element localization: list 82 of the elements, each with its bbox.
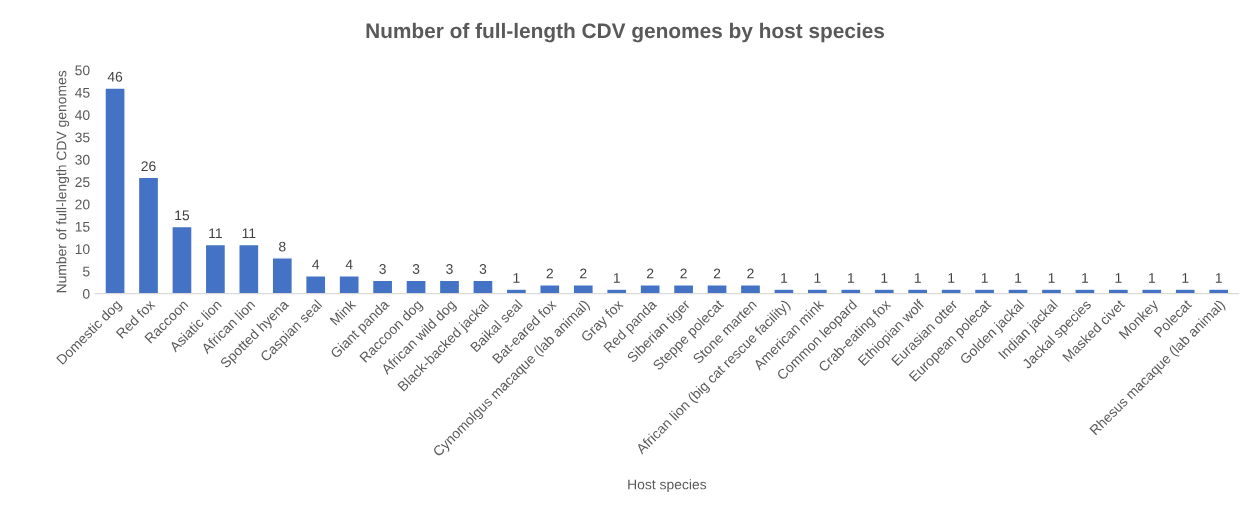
data-label: 1: [1149, 273, 1155, 283]
bar: [639, 283, 661, 294]
bar: [238, 243, 260, 294]
data-label: 3: [412, 264, 420, 274]
bar: [906, 288, 929, 294]
bar: [438, 279, 461, 294]
y-tick-label: 10: [75, 244, 90, 255]
y-tick-label: 0: [82, 288, 90, 299]
data-label: 4: [345, 259, 353, 270]
y-tick-label: 40: [75, 110, 90, 120]
y-tick-label: 20: [75, 199, 90, 210]
data-label: 15: [175, 210, 190, 221]
bar: [1040, 288, 1063, 294]
bar: [605, 288, 628, 294]
data-label: 1: [848, 273, 854, 283]
bar: [1007, 288, 1029, 294]
chart-title: Number of full-length CDV genomes by host species: [366, 22, 885, 43]
data-label: 3: [479, 264, 487, 274]
bar: [1207, 288, 1230, 294]
bar: [104, 87, 126, 294]
bar: [171, 225, 193, 294]
bar: [940, 288, 962, 294]
data-label: 1: [914, 273, 921, 283]
bar: [271, 257, 294, 294]
data-label: 1: [881, 273, 888, 283]
data-label: 3: [379, 264, 386, 274]
data-label: 1: [1182, 273, 1189, 283]
y-tick-label: 25: [75, 177, 90, 188]
y-tick-label: 30: [75, 154, 90, 165]
data-label: 2: [747, 268, 754, 279]
y-axis-title: Number of full-length CDV genomes: [56, 70, 70, 293]
bar: [371, 279, 394, 294]
data-label: 2: [546, 268, 553, 279]
y-tick-label: 35: [75, 132, 90, 143]
data-label: 8: [279, 241, 286, 252]
bar: [706, 283, 728, 294]
data-label: 1: [1048, 273, 1055, 283]
data-label: 1: [1115, 273, 1122, 283]
y-tick-label: 50: [75, 65, 90, 76]
data-label: 1: [1082, 273, 1089, 283]
bar: [1074, 288, 1096, 294]
data-label: 46: [107, 71, 123, 82]
data-label: 26: [141, 161, 156, 172]
data-label: 1: [981, 273, 988, 283]
data-label: 1: [613, 273, 620, 283]
bar: [505, 288, 528, 294]
bar: [1174, 288, 1196, 294]
bar: [973, 288, 996, 294]
bar: [405, 279, 427, 294]
x-axis-title: Host species: [628, 479, 707, 493]
bar: [840, 288, 862, 294]
data-label: 3: [446, 264, 453, 274]
bar: [338, 275, 360, 294]
data-label: 1: [1215, 273, 1222, 283]
data-label: 1: [513, 273, 520, 283]
data-label: 2: [713, 268, 721, 279]
bar: [672, 283, 695, 294]
bar: [873, 288, 895, 294]
data-label: 2: [580, 268, 587, 279]
data-label: 11: [242, 228, 256, 238]
data-label: 1: [948, 273, 955, 283]
bar: [1107, 288, 1130, 294]
data-label: 2: [680, 268, 687, 279]
data-label: 1: [814, 273, 821, 283]
y-tick-label: 15: [75, 222, 90, 232]
bar: [204, 243, 227, 294]
data-label: 11: [209, 228, 222, 238]
data-label: 1: [781, 273, 788, 283]
bar: [539, 283, 561, 294]
data-label: 2: [646, 268, 654, 279]
bar: [472, 279, 494, 294]
bar: [773, 288, 795, 294]
bar: [304, 275, 327, 294]
data-label: 1: [1015, 273, 1022, 283]
y-tick-label: 5: [82, 266, 90, 277]
bar: [739, 283, 762, 294]
bar: [137, 176, 160, 294]
bar: [1141, 288, 1163, 294]
bar: [806, 288, 829, 294]
data-label: 4: [312, 259, 320, 270]
bar: [572, 283, 594, 294]
y-tick-label: 45: [75, 87, 90, 98]
